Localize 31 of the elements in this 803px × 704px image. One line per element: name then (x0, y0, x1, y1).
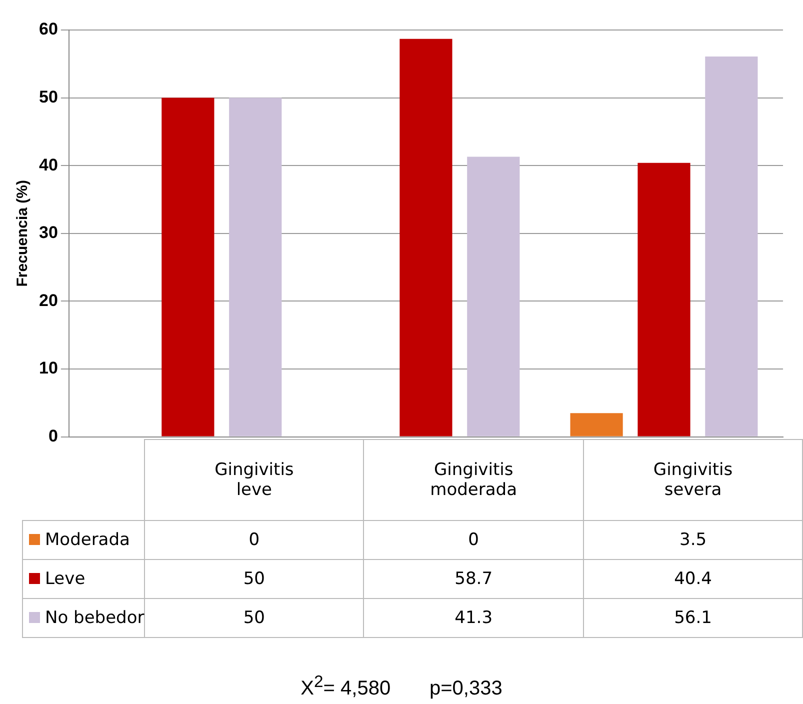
x-tick-label: Gingivitis leve (144, 439, 364, 520)
y-axis-title: Frecuencia (%) (14, 180, 32, 287)
x-tick-label: Gingivitis moderada (364, 439, 584, 520)
y-tick-label: 60 (38, 20, 58, 39)
data-label: 3.5 (584, 520, 802, 560)
bar (400, 38, 452, 436)
data-label: 41.3 (364, 598, 584, 638)
data-label: 58.7 (364, 559, 584, 598)
x-tick-label: Gingivitis severa (584, 439, 802, 520)
legend-label: No bebedor (22, 598, 145, 638)
data-label: 0 (364, 520, 584, 560)
legend-label: Moderada (22, 520, 145, 560)
bar (570, 413, 623, 436)
y-tick-label: 30 (38, 223, 58, 242)
data-label: 56.1 (584, 598, 802, 638)
y-tick-label: 40 (38, 155, 58, 174)
bar (638, 162, 690, 436)
bar (229, 98, 282, 436)
y-tick-label: 10 (38, 358, 58, 378)
y-tick-label: 50 (38, 87, 58, 106)
bar (705, 56, 758, 436)
text: X$^{2}$= 4,580 p=0,333 (300, 672, 504, 701)
bar (467, 156, 520, 436)
legend-label: Leve (22, 559, 145, 598)
y-tick-label: 20 (38, 290, 58, 310)
data-label: 50 (144, 598, 364, 638)
y-tick-label: 0 (48, 426, 58, 446)
bar (162, 98, 214, 436)
data-label: 0 (144, 520, 364, 560)
data-label: 40.4 (584, 559, 802, 598)
data-label: 50 (144, 559, 364, 598)
